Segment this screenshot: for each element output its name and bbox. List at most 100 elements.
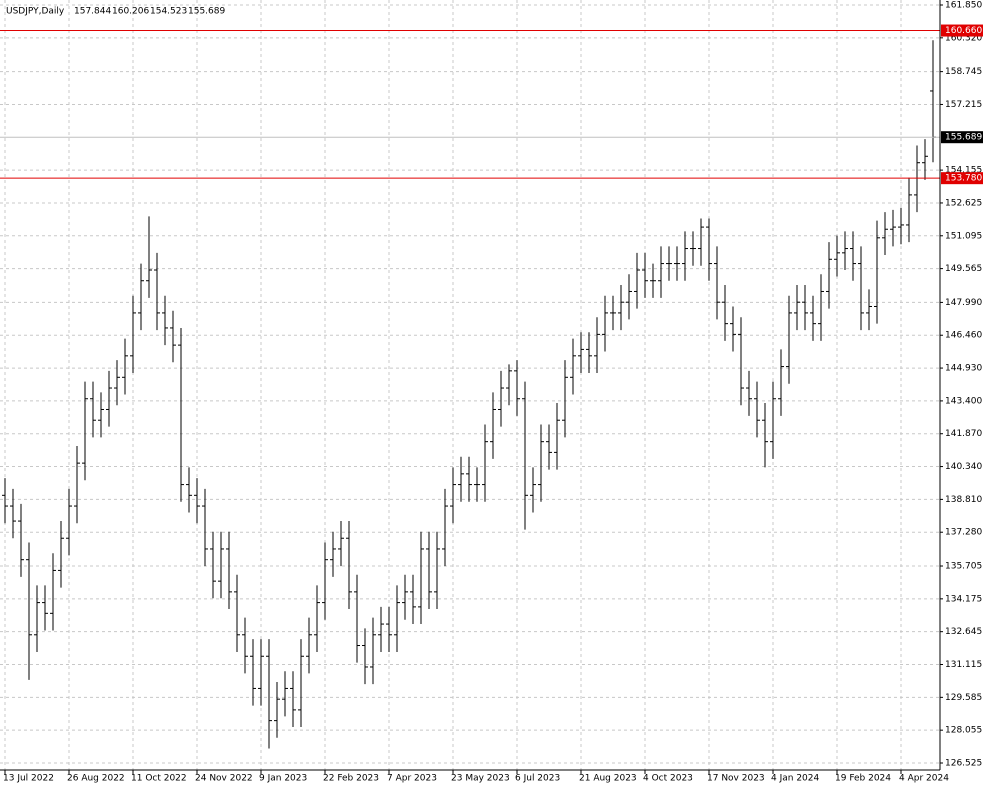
ohlc-bar xyxy=(738,317,744,406)
x-tick-label: 24 Nov 2022 xyxy=(195,774,253,784)
ohlc-bar xyxy=(794,285,800,331)
x-tick-label: 26 Aug 2022 xyxy=(67,774,125,784)
level-label: 160.660 xyxy=(945,26,982,36)
ohlc-bar xyxy=(498,370,504,427)
ohlc-bar xyxy=(514,360,520,416)
ohlc-bar xyxy=(762,403,768,468)
ohlc-bar xyxy=(58,521,64,588)
ohlc-bar xyxy=(114,360,120,406)
x-tick-label: 22 Feb 2023 xyxy=(323,774,379,784)
ohlc-bar xyxy=(674,246,680,281)
ohlc-bar xyxy=(354,574,360,663)
ohlc-bar xyxy=(66,488,72,556)
y-tick-label: 135.705 xyxy=(945,562,982,572)
y-tick-label: 137.280 xyxy=(945,528,982,538)
y-tick-label: 158.745 xyxy=(945,67,982,77)
ohlc-bar xyxy=(690,231,696,266)
x-tick-label: 7 Apr 2023 xyxy=(387,774,437,784)
ohlc-bar xyxy=(586,332,592,374)
header-close: 155.689 xyxy=(188,7,225,17)
y-tick-label: 129.585 xyxy=(945,693,982,703)
ohlc-bar xyxy=(730,306,736,352)
y-tick-label: 138.810 xyxy=(945,495,982,505)
ohlc-bar xyxy=(506,364,512,406)
symbol: USDJPY,Daily xyxy=(6,7,65,17)
ohlc-bar xyxy=(226,531,232,610)
ohlc-bar xyxy=(426,531,432,610)
ohlc-bar xyxy=(786,295,792,384)
ohlc-bar xyxy=(154,252,160,331)
ohlc-bar xyxy=(530,467,536,513)
ohlc-bar xyxy=(330,531,336,577)
ohlc-bar xyxy=(890,209,896,247)
ohlc-bar xyxy=(50,553,56,631)
y-tick-label: 154.155 xyxy=(945,166,982,176)
last-price-box xyxy=(941,131,983,144)
ohlc-bar xyxy=(578,332,584,374)
y-tick-label: 160.320 xyxy=(945,33,982,43)
y-tick-label: 126.525 xyxy=(945,759,982,769)
ohlc-bar xyxy=(202,488,208,567)
y-tick-label: 144.930 xyxy=(945,364,982,374)
y-tick-label: 128.055 xyxy=(945,726,982,736)
ohlc-bar xyxy=(714,246,720,320)
ohlc-bar xyxy=(698,218,704,266)
ohlc-bar xyxy=(234,574,240,652)
ohlc-bar xyxy=(386,606,392,652)
ohlc-bar xyxy=(810,295,816,341)
level-box xyxy=(941,24,983,37)
ohlc-bar xyxy=(90,381,96,438)
ohlc-bar xyxy=(802,285,808,331)
ohlc-bar xyxy=(850,231,856,281)
x-tick-label: 4 Oct 2023 xyxy=(643,774,693,784)
ohlc-bar xyxy=(210,531,216,599)
y-tick-label: 151.095 xyxy=(945,231,982,241)
ohlc-bar xyxy=(682,231,688,281)
ohlc-bar xyxy=(602,295,608,352)
ohlc-bar xyxy=(554,403,560,470)
y-tick-label: 147.990 xyxy=(945,298,982,308)
ohlc-bar xyxy=(594,317,600,374)
header-open: 157.844 xyxy=(74,7,111,17)
ohlc-bar xyxy=(722,285,728,341)
ohlc-bar xyxy=(130,295,136,374)
ohlc-bar xyxy=(746,370,752,416)
ohlc-bar xyxy=(218,531,224,599)
ohlc-bar xyxy=(858,246,864,331)
ohlc-bar xyxy=(370,617,376,685)
x-tick-label: 23 May 2023 xyxy=(451,774,510,784)
ohlc-bar xyxy=(250,639,256,706)
ohlc-bar xyxy=(34,585,40,652)
level-label: 153.780 xyxy=(945,174,982,184)
ohlc-bar xyxy=(634,252,640,309)
ohlc-bar xyxy=(394,585,400,652)
ohlc-bar xyxy=(866,289,872,331)
x-tick-label: 19 Feb 2024 xyxy=(835,774,891,784)
ohlc-bar xyxy=(338,521,344,567)
ohlc-bar xyxy=(450,467,456,524)
ohlc-bar xyxy=(98,392,104,438)
ohlc-bar xyxy=(258,639,264,706)
ohlc-bar xyxy=(290,671,296,728)
ohlc-bar xyxy=(770,381,776,459)
ohlc-bar xyxy=(418,531,424,625)
last-price-label: 155.689 xyxy=(945,133,982,143)
y-tick-label: 157.215 xyxy=(945,100,982,110)
ohlc-bar xyxy=(74,445,80,524)
x-tick-label: 4 Apr 2024 xyxy=(899,774,949,784)
ohlc-bar xyxy=(322,542,328,620)
ohlc-bar xyxy=(570,338,576,395)
x-tick-label: 21 Aug 2023 xyxy=(579,774,637,784)
labels: 161.850 160.320 158.745 157.215 154.155 152.6… xyxy=(3,1,983,784)
ohlc-bar xyxy=(482,424,488,502)
ohlc-bar xyxy=(186,467,192,513)
ohlc-bar xyxy=(642,252,648,298)
ohlc-bar xyxy=(42,585,48,631)
ohlc-bar xyxy=(410,574,416,625)
bars xyxy=(0,30,940,749)
ohlc-bar xyxy=(434,531,440,610)
y-tick-label: 152.625 xyxy=(945,198,982,208)
y-tick-label: 131.115 xyxy=(945,660,982,670)
ohlc-bar xyxy=(490,392,496,459)
